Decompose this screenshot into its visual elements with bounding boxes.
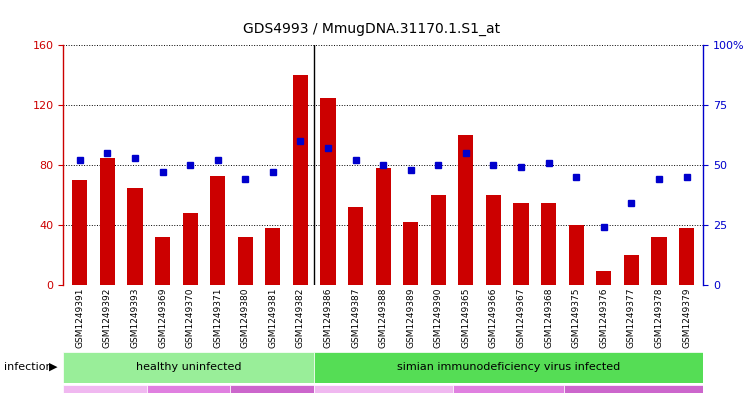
Bar bbox=[230, 385, 314, 393]
Bar bbox=[452, 385, 564, 393]
Bar bbox=[623, 255, 639, 285]
Bar bbox=[210, 176, 225, 285]
Bar bbox=[155, 237, 170, 285]
Bar bbox=[72, 180, 87, 285]
Bar bbox=[348, 207, 363, 285]
Bar bbox=[568, 225, 584, 285]
Bar bbox=[293, 75, 308, 285]
Bar bbox=[403, 222, 418, 285]
Bar bbox=[486, 195, 501, 285]
Bar bbox=[147, 385, 230, 393]
Bar bbox=[63, 352, 314, 382]
Bar bbox=[63, 385, 147, 393]
Bar bbox=[564, 385, 703, 393]
Bar bbox=[314, 352, 703, 382]
Bar bbox=[237, 237, 253, 285]
Text: GDS4993 / MmugDNA.31170.1.S1_at: GDS4993 / MmugDNA.31170.1.S1_at bbox=[243, 22, 501, 36]
Bar bbox=[321, 97, 336, 285]
Bar bbox=[679, 228, 694, 285]
Text: ▶: ▶ bbox=[49, 362, 58, 372]
Bar bbox=[127, 187, 143, 285]
Bar bbox=[314, 385, 452, 393]
Text: healthy uninfected: healthy uninfected bbox=[135, 362, 241, 372]
Bar bbox=[100, 158, 115, 285]
Bar bbox=[376, 168, 391, 285]
Text: infection: infection bbox=[4, 362, 52, 372]
Bar bbox=[596, 272, 612, 285]
Bar bbox=[541, 202, 557, 285]
Bar bbox=[266, 228, 280, 285]
Bar bbox=[458, 135, 473, 285]
Text: simian immunodeficiency virus infected: simian immunodeficiency virus infected bbox=[397, 362, 620, 372]
Bar bbox=[651, 237, 667, 285]
Bar bbox=[431, 195, 446, 285]
Bar bbox=[513, 202, 529, 285]
Bar bbox=[182, 213, 198, 285]
